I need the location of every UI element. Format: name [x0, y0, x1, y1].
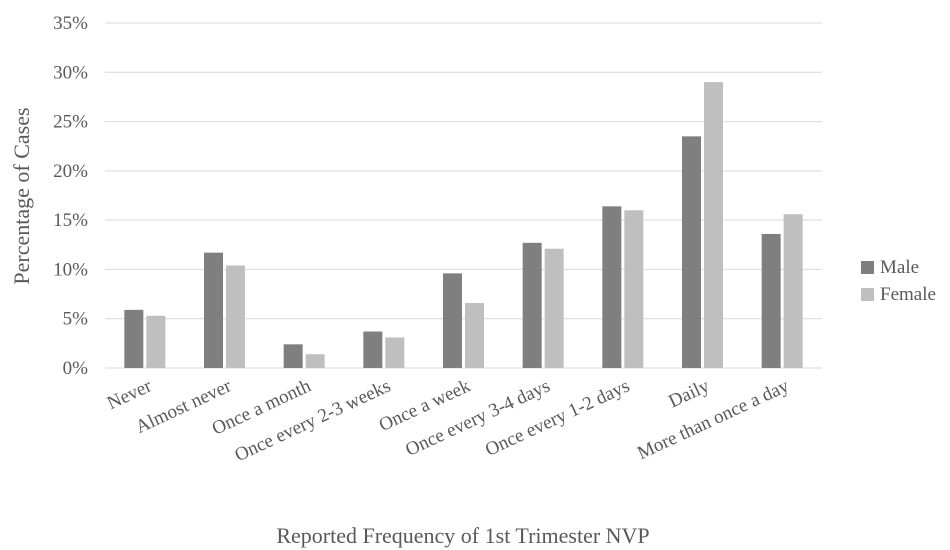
bar-group — [124, 309, 166, 368]
gridlines — [105, 22, 822, 369]
x-axis-title: Reported Frequency of 1st Trimester NVP — [276, 523, 649, 548]
y-tick-label: 30% — [53, 62, 88, 83]
x-category-label: Once every 1-2 days — [482, 375, 633, 460]
bar-female — [783, 214, 803, 368]
legend-swatch — [861, 288, 874, 301]
x-category-label: Never — [104, 375, 156, 414]
legend-item: Female — [861, 284, 936, 305]
bar-group — [682, 82, 723, 369]
bar-female — [385, 337, 405, 368]
bar-female — [624, 210, 644, 368]
bar-female — [146, 315, 166, 368]
bar-group — [522, 242, 564, 368]
y-tick-label: 10% — [53, 259, 88, 280]
bar-group — [602, 206, 644, 368]
bar-female — [305, 354, 325, 368]
bar-group — [204, 252, 245, 368]
bar-male — [682, 136, 701, 368]
bar-male — [602, 206, 622, 368]
bar-group — [363, 331, 405, 368]
bar-group — [443, 273, 484, 368]
legend-label: Male — [880, 257, 919, 278]
bar-male — [283, 344, 303, 368]
y-tick-label: 15% — [53, 210, 88, 231]
y-axis-title: Percentage of Cases — [9, 107, 34, 284]
legend: Male Female — [861, 257, 936, 305]
bar-female — [465, 302, 484, 368]
bar-male — [522, 242, 542, 368]
legend-item: Male — [861, 257, 919, 278]
y-tick-label: 20% — [53, 161, 88, 182]
y-tick-label: 5% — [63, 309, 89, 330]
legend-swatch — [861, 261, 874, 274]
legend-label: Female — [880, 284, 936, 305]
bar-female — [544, 248, 564, 368]
bars — [124, 82, 803, 369]
y-tick-label: 0% — [63, 358, 89, 379]
bar-male — [363, 331, 383, 368]
bar-group — [761, 214, 803, 368]
bar-female — [704, 82, 723, 369]
x-category-label: Daily — [665, 375, 713, 412]
bar-male — [443, 273, 462, 368]
bar-group — [283, 344, 325, 368]
x-category-label: More than once a day — [634, 375, 793, 464]
y-axis-tick-labels: 0% 5% 10% 15% 20% 25% 30% 35% — [53, 13, 88, 379]
bar-female — [226, 265, 245, 368]
y-tick-label: 35% — [53, 13, 88, 34]
bar-male — [124, 309, 144, 368]
bar-male — [204, 252, 223, 368]
y-tick-label: 25% — [53, 112, 88, 133]
bar-male — [761, 233, 781, 368]
